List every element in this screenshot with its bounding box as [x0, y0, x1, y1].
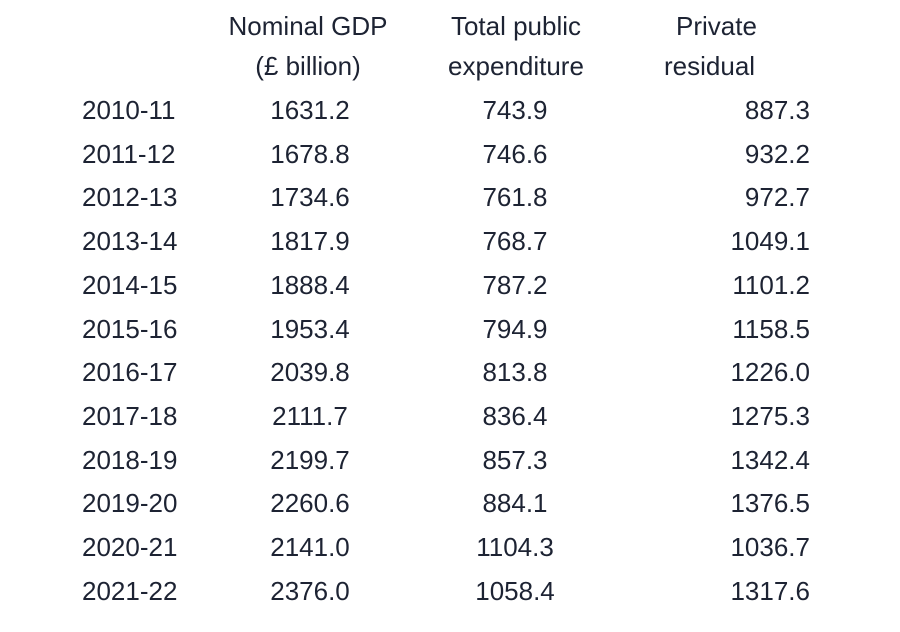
- private-residual-cell: 932.2: [744, 138, 810, 169]
- nominal-gdp-cell: 1817.9: [270, 226, 350, 257]
- nominal-gdp-cell: 2141.0: [270, 532, 350, 562]
- total-public-expenditure-cell: 884.1: [482, 488, 548, 519]
- table-row: 2015-16 1953.4 794.9 1158.5: [0, 307, 900, 351]
- total-public-expenditure-cell: 1058.4: [475, 575, 555, 606]
- private-residual-cell: 1049.1: [730, 226, 810, 257]
- header-nominal-gdp-line2: (£ billion): [255, 51, 361, 81]
- header-total-public-expenditure: Total public expenditure: [430, 6, 602, 86]
- year-cell: 2020-21: [82, 532, 178, 562]
- year-cell: 2021-22: [82, 575, 178, 606]
- year-cell: 2016-17: [82, 357, 178, 388]
- year-cell: 2017-18: [82, 400, 178, 431]
- nominal-gdp-cell: 2039.8: [270, 357, 350, 388]
- year-cell: 2010-11: [82, 95, 176, 125]
- header-total-public-line1: Total public: [450, 11, 582, 41]
- table-row: 2014-15 1888.4 787.2 1101.2: [0, 263, 900, 307]
- header-private-residual: Private residual: [664, 6, 784, 86]
- private-residual-cell: 1275.3: [730, 400, 810, 431]
- nominal-gdp-cell: 1631.2: [270, 95, 350, 125]
- nominal-gdp-cell: 1888.4: [270, 269, 350, 300]
- private-residual-cell: 1342.4: [730, 444, 810, 475]
- table-row: 2013-14 1817.9 768.7 1049.1: [0, 219, 900, 263]
- table-row: 2011-12 1678.8 746.6 932.2: [0, 132, 900, 176]
- header-nominal-gdp: Nominal GDP (£ billion): [218, 6, 398, 86]
- nominal-gdp-cell: 1678.8: [270, 138, 350, 169]
- table-row: 2020-21 2141.0 1104.3 1036.7: [0, 525, 900, 569]
- private-residual-cell: 1317.6: [730, 575, 810, 606]
- total-public-expenditure-cell: 768.7: [482, 226, 548, 257]
- nominal-gdp-cell: 2260.6: [270, 488, 350, 519]
- year-cell: 2018-19: [82, 444, 178, 475]
- private-residual-cell: 887.3: [744, 95, 810, 125]
- total-public-expenditure-cell: 761.8: [482, 182, 548, 213]
- total-public-expenditure-cell: 746.6: [482, 138, 548, 169]
- private-residual-cell: 1036.7: [730, 532, 810, 562]
- private-residual-cell: 1226.0: [730, 357, 810, 388]
- year-cell: 2014-15: [82, 269, 178, 300]
- table-row: 2019-20 2260.6 884.1 1376.5: [0, 481, 900, 525]
- total-public-expenditure-cell: 857.3: [482, 444, 548, 475]
- private-residual-cell: 1376.5: [730, 488, 810, 519]
- nominal-gdp-cell: 2199.7: [270, 444, 350, 475]
- total-public-expenditure-cell: 743.9: [482, 95, 548, 125]
- year-cell: 2019-20: [82, 488, 178, 519]
- nominal-gdp-cell: 1734.6: [270, 182, 350, 213]
- table-row: 2021-22 2376.0 1058.4 1317.6: [0, 569, 900, 613]
- private-residual-cell: 972.7: [744, 182, 810, 213]
- table-row: 2017-18 2111.7 836.4 1275.3: [0, 394, 900, 438]
- header-total-public-line2: expenditure: [448, 51, 584, 81]
- private-residual-cell: 1101.2: [732, 269, 810, 300]
- year-cell: 2013-14: [82, 226, 178, 257]
- table-row: 2018-19 2199.7 857.3 1342.4: [0, 438, 900, 482]
- total-public-expenditure-cell: 813.8: [482, 357, 548, 388]
- year-cell: 2011-12: [82, 138, 176, 169]
- table-row: 2010-11 1631.2 743.9 887.3: [0, 88, 900, 132]
- total-public-expenditure-cell: 836.4: [482, 400, 548, 431]
- nominal-gdp-cell: 1953.4: [270, 313, 350, 344]
- header-nominal-gdp-line1: Nominal GDP: [228, 11, 388, 41]
- table-row: 2012-13 1734.6 761.8 972.7: [0, 175, 900, 219]
- header-private-line1: Private: [676, 11, 757, 41]
- year-cell: 2015-16: [82, 313, 178, 344]
- header-private-line2: residual: [664, 51, 756, 81]
- total-public-expenditure-cell: 1104.3: [476, 532, 554, 562]
- nominal-gdp-cell: 2376.0: [270, 575, 350, 606]
- total-public-expenditure-cell: 794.9: [482, 313, 548, 344]
- total-public-expenditure-cell: 787.2: [482, 269, 548, 300]
- private-residual-cell: 1158.5: [732, 313, 810, 344]
- year-cell: 2012-13: [82, 182, 178, 213]
- table-row: 2016-17 2039.8 813.8 1226.0: [0, 350, 900, 394]
- nominal-gdp-cell: 2111.7: [272, 400, 348, 431]
